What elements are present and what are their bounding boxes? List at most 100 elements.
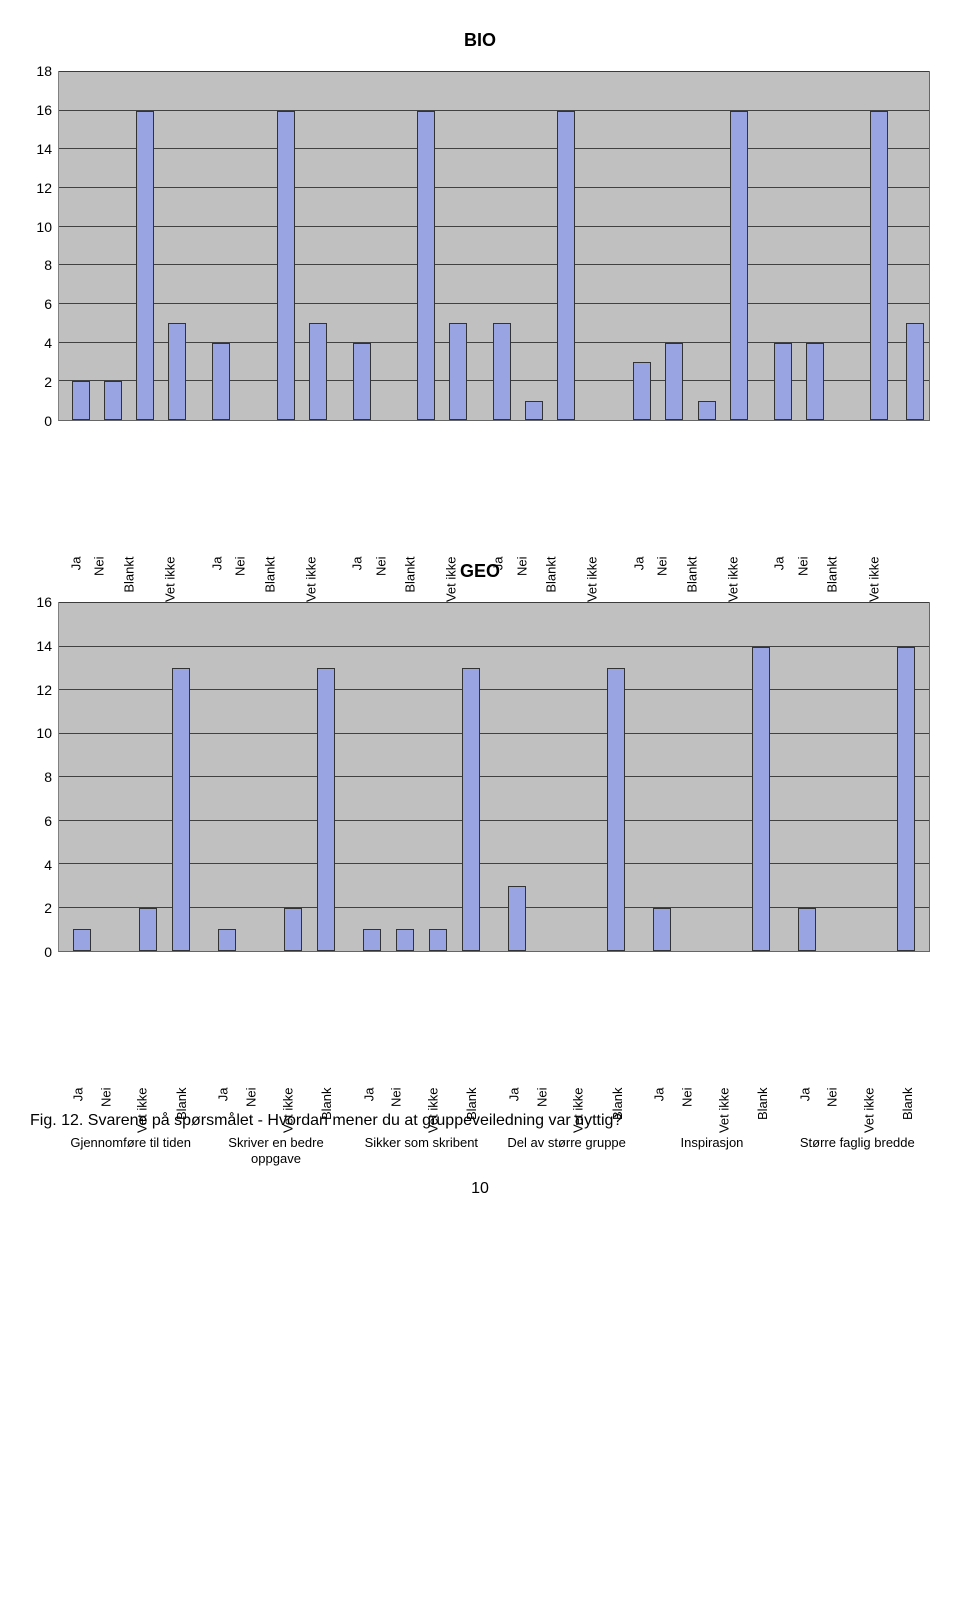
x-group-label: Skriver en bedre oppgave xyxy=(209,1135,342,1166)
bar xyxy=(309,323,327,420)
y-tick: 8 xyxy=(44,769,52,785)
chart-geo: 0246810121416JaNeiVet ikkeBlankGjennomfø… xyxy=(30,602,930,1052)
x-group-label: Inspirasjon xyxy=(681,1135,744,1151)
bar xyxy=(317,668,335,951)
bar xyxy=(462,668,480,951)
bar xyxy=(906,323,924,420)
bar xyxy=(798,908,816,952)
y-tick: 4 xyxy=(44,857,52,873)
bar xyxy=(218,929,236,951)
bar xyxy=(139,908,157,952)
x-category-label: Vet ikke xyxy=(280,1088,295,1134)
x-category-label: Vet ikke xyxy=(571,1088,586,1134)
x-group: JaNeiVet ikkeBlankGjennomføre til tiden xyxy=(58,1052,203,1152)
bar-group xyxy=(620,72,760,420)
x-category-label: Vet ikke xyxy=(444,557,459,603)
x-category-label: Ja xyxy=(216,1088,231,1102)
x-category-label: Blank xyxy=(464,1088,479,1121)
bar xyxy=(870,111,888,420)
x-category-label: Blankt xyxy=(825,557,840,593)
x-category-label: Ja xyxy=(797,1088,812,1102)
x-category-label: Nei xyxy=(373,557,388,577)
x-category-label: Nei xyxy=(654,557,669,577)
y-tick: 14 xyxy=(36,638,52,654)
x-category-label: Blankt xyxy=(544,557,559,593)
y-tick: 0 xyxy=(44,944,52,960)
bar-group xyxy=(204,603,349,951)
bar-group xyxy=(199,72,339,420)
x-category-label: Ja xyxy=(652,1088,667,1102)
bar xyxy=(104,381,122,420)
bar xyxy=(429,929,447,951)
x-category-label: Nei xyxy=(98,1088,113,1108)
bar xyxy=(557,111,575,420)
y-tick: 4 xyxy=(44,335,52,351)
x-category-label: Nei xyxy=(534,1088,549,1108)
bar xyxy=(774,343,792,420)
bar xyxy=(212,343,230,420)
x-category-label: Vet ikke xyxy=(303,557,318,603)
x-category-label: Vet ikke xyxy=(725,557,740,603)
y-tick: 12 xyxy=(36,682,52,698)
bar xyxy=(417,111,435,420)
x-category-label: Ja xyxy=(490,557,505,571)
chart-bio: 024681012141618JaNeiBlanktVet ikkeGjenno… xyxy=(30,71,930,521)
chart-title-bio: BIO xyxy=(30,30,930,51)
bar xyxy=(73,929,91,951)
bar xyxy=(363,929,381,951)
x-group-label: Større faglig bredde xyxy=(800,1135,915,1151)
x-category-label: Nei xyxy=(514,557,529,577)
bar-group xyxy=(784,603,929,951)
bar xyxy=(277,111,295,420)
bar xyxy=(396,929,414,951)
y-tick: 16 xyxy=(36,102,52,118)
bar-group xyxy=(59,603,204,951)
x-category-label: Vet ikke xyxy=(135,1088,150,1134)
x-category-label: Vet ikke xyxy=(716,1088,731,1134)
x-category-label: Vet ikke xyxy=(425,1088,440,1134)
x-category-label: Ja xyxy=(350,557,365,571)
bar xyxy=(653,908,671,952)
x-category-label: Ja xyxy=(209,557,224,571)
x-category-label: Vet ikke xyxy=(861,1088,876,1134)
x-group: JaNeiVet ikkeBlankDel av større gruppe xyxy=(494,1052,639,1152)
bar xyxy=(172,668,190,951)
bar xyxy=(752,647,770,952)
y-tick: 12 xyxy=(36,180,52,196)
bar-group xyxy=(349,603,494,951)
x-category-label: Blank xyxy=(610,1088,625,1121)
x-category-label: Ja xyxy=(70,1088,85,1102)
y-tick: 16 xyxy=(36,594,52,610)
bar xyxy=(525,401,543,420)
x-group: JaNeiVet ikkeBlankStørre faglig bredde xyxy=(785,1052,930,1152)
y-tick: 10 xyxy=(36,725,52,741)
x-category-label: Ja xyxy=(68,557,83,571)
x-category-label: Blank xyxy=(319,1088,334,1121)
y-tick: 0 xyxy=(44,413,52,429)
x-category-label: Blank xyxy=(755,1088,770,1121)
y-tick: 10 xyxy=(36,219,52,235)
bar-group xyxy=(639,603,784,951)
x-category-label: Ja xyxy=(361,1088,376,1102)
x-category-label: Blank xyxy=(174,1088,189,1121)
bar-group xyxy=(59,72,199,420)
bar xyxy=(284,908,302,952)
bar xyxy=(508,886,526,951)
x-category-label: Nei xyxy=(795,557,810,577)
page-number: 10 xyxy=(30,1180,930,1198)
bar xyxy=(493,323,511,420)
y-tick: 2 xyxy=(44,900,52,916)
bar-group xyxy=(494,603,639,951)
x-group-label: Sikker som skribent xyxy=(365,1135,478,1151)
x-group: JaNeiVet ikkeBlankSkriver en bedre oppga… xyxy=(203,1052,348,1152)
x-category-label: Nei xyxy=(243,1088,258,1108)
x-category-label: Blank xyxy=(900,1088,915,1121)
y-tick: 8 xyxy=(44,257,52,273)
x-category-label: Blankt xyxy=(122,557,137,593)
bar xyxy=(806,343,824,420)
bar xyxy=(136,111,154,420)
x-group: JaNeiVet ikkeBlankSikker som skribent xyxy=(349,1052,494,1152)
bar xyxy=(353,343,371,420)
bar xyxy=(449,323,467,420)
bar xyxy=(730,111,748,420)
